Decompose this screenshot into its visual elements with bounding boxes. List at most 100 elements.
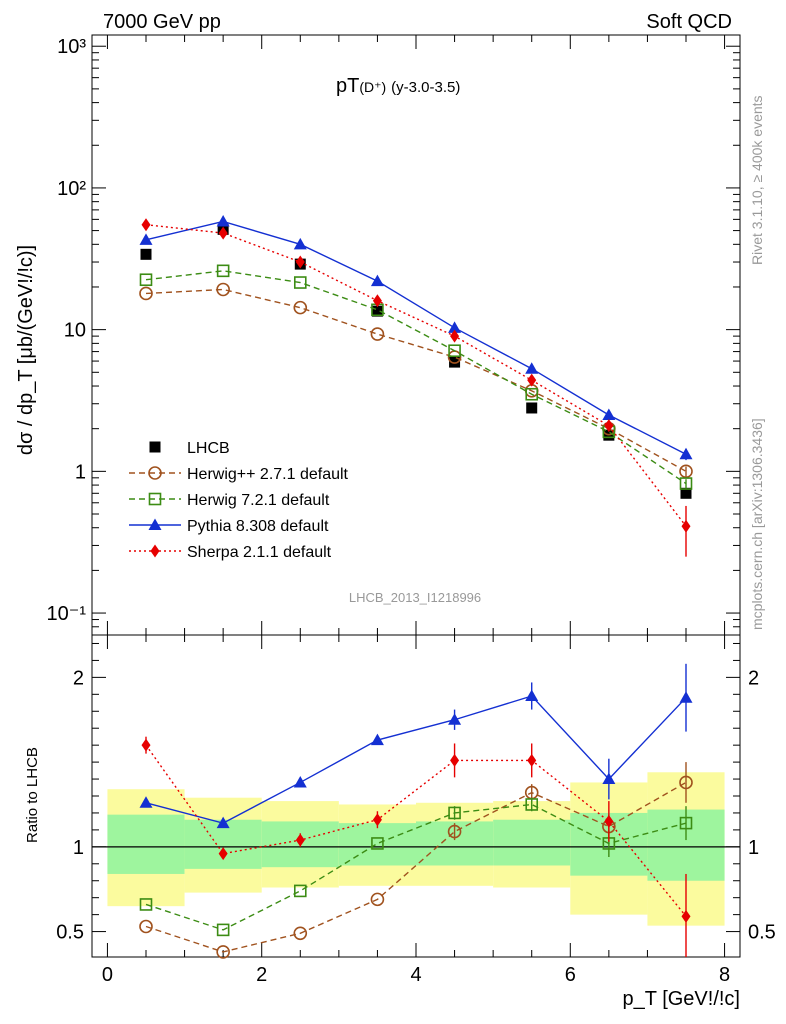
series-herwigpp	[139, 762, 693, 959]
data-point	[679, 816, 693, 830]
legend-label-sherpa: Sherpa 2.1.1 default	[187, 544, 332, 561]
legend-label-pythia: Pythia 8.308 default	[187, 518, 329, 535]
data-point	[525, 387, 539, 401]
data-point	[139, 233, 153, 245]
data-point	[527, 753, 537, 767]
data-point	[604, 814, 614, 828]
ratio-y-tick-label: 2	[73, 667, 84, 689]
data-point	[370, 733, 384, 746]
data-point	[293, 300, 308, 315]
data-point	[679, 477, 693, 490]
ratio-y-tick-label-right: 1	[748, 837, 759, 859]
series-sherpa	[141, 736, 691, 957]
legend-marker-herwig7	[148, 492, 162, 506]
data-point	[141, 738, 151, 752]
series-line-pythia	[145, 220, 687, 455]
data-point	[372, 294, 382, 308]
ratio-y-tick-label: 1	[73, 837, 84, 859]
data-point	[449, 356, 461, 368]
header-left: 7000 GeV pp	[103, 11, 221, 33]
data-point	[293, 276, 307, 289]
data-point	[679, 775, 693, 790]
data-point	[370, 274, 384, 287]
plot-title-sub: (D⁺)	[359, 79, 386, 95]
data-point	[141, 218, 151, 232]
series-pythia	[139, 663, 693, 829]
legend-marker-herwigpp	[148, 466, 162, 480]
rivet-label: Rivet 3.1.10, ≥ 400k events	[749, 95, 765, 265]
data-point	[218, 226, 228, 240]
data-point	[139, 273, 153, 287]
data-point	[139, 796, 153, 808]
data-point	[216, 214, 230, 227]
legend-label-data: LHCB	[187, 440, 230, 457]
data-point	[216, 816, 230, 829]
plot-title-range: (y-3.0-3.5)	[391, 79, 460, 96]
data-point	[681, 519, 691, 533]
data-point	[293, 237, 307, 250]
x-tick-label: 6	[565, 964, 576, 986]
ratio-axes: 0.5 0.5 1 1 2 2 0 2 4 6 8	[56, 635, 776, 986]
legend: LHCB Herwig++ 2.7.1 default Herwig 7.2.1 d…	[129, 440, 349, 561]
data-point	[602, 772, 616, 785]
mcplots-label: mcplots.cern.ch [arXiv:1306.3436]	[749, 418, 765, 630]
data-point	[681, 909, 691, 923]
ratio-band-inner	[338, 823, 416, 866]
data-point	[448, 806, 461, 820]
ratio-y-tick-label-right: 2	[748, 667, 759, 689]
data-point	[448, 344, 461, 358]
data-point	[525, 689, 539, 702]
main-series	[139, 214, 693, 557]
ratio-band-inner	[107, 814, 185, 874]
data-point	[216, 945, 230, 959]
header-right: Soft QCD	[646, 11, 732, 33]
data-point	[372, 813, 382, 827]
data-point	[139, 898, 153, 911]
data-point	[140, 248, 152, 260]
data-point	[216, 264, 230, 278]
data-point	[370, 892, 385, 907]
x-tick-label: 4	[410, 964, 421, 986]
main-y-tick-label: 1	[75, 461, 86, 483]
data-point	[139, 286, 153, 301]
x-tick-label: 2	[256, 964, 267, 986]
data-point	[371, 305, 383, 317]
series-line-herwig7	[145, 803, 687, 931]
series-pythia	[139, 214, 693, 461]
series-herwig7	[139, 797, 693, 937]
data-point	[602, 408, 616, 420]
x-tick-label: 8	[719, 964, 730, 986]
data-point	[448, 713, 462, 725]
series-line-pythia	[145, 695, 687, 824]
data-point	[216, 282, 230, 297]
data-point	[218, 847, 228, 861]
data-point	[448, 321, 462, 333]
plot-title-main: pT	[336, 75, 359, 97]
series-line-sherpa	[145, 224, 687, 527]
legend-marker-sherpa	[150, 544, 160, 558]
main-y-tick-label: 10	[64, 320, 86, 342]
data-point	[679, 691, 693, 703]
data-point	[527, 373, 537, 387]
plot-title: pT(D⁺) (y-3.0-3.5)	[336, 75, 460, 97]
data-point	[139, 919, 153, 934]
data-point	[526, 402, 538, 414]
data-point	[295, 255, 305, 269]
legend-marker-data	[149, 441, 161, 453]
analysis-id: LHCB_2013_I1218996	[349, 590, 481, 605]
data-point	[450, 753, 460, 767]
series-herwig7	[139, 264, 693, 490]
data-point	[293, 775, 307, 788]
data-point	[525, 798, 539, 811]
data-point	[293, 884, 307, 898]
x-axis-label: p_T [GeV!/!c]	[623, 988, 740, 1010]
data-point	[293, 926, 308, 941]
data-point	[295, 833, 305, 847]
x-tick-label: 0	[102, 964, 113, 986]
data-point	[216, 923, 230, 937]
ratio-y-axis-label: Ratio to LHCB	[24, 747, 41, 843]
ratio-series	[139, 663, 693, 959]
data-point	[525, 362, 539, 374]
data-point	[447, 824, 462, 839]
